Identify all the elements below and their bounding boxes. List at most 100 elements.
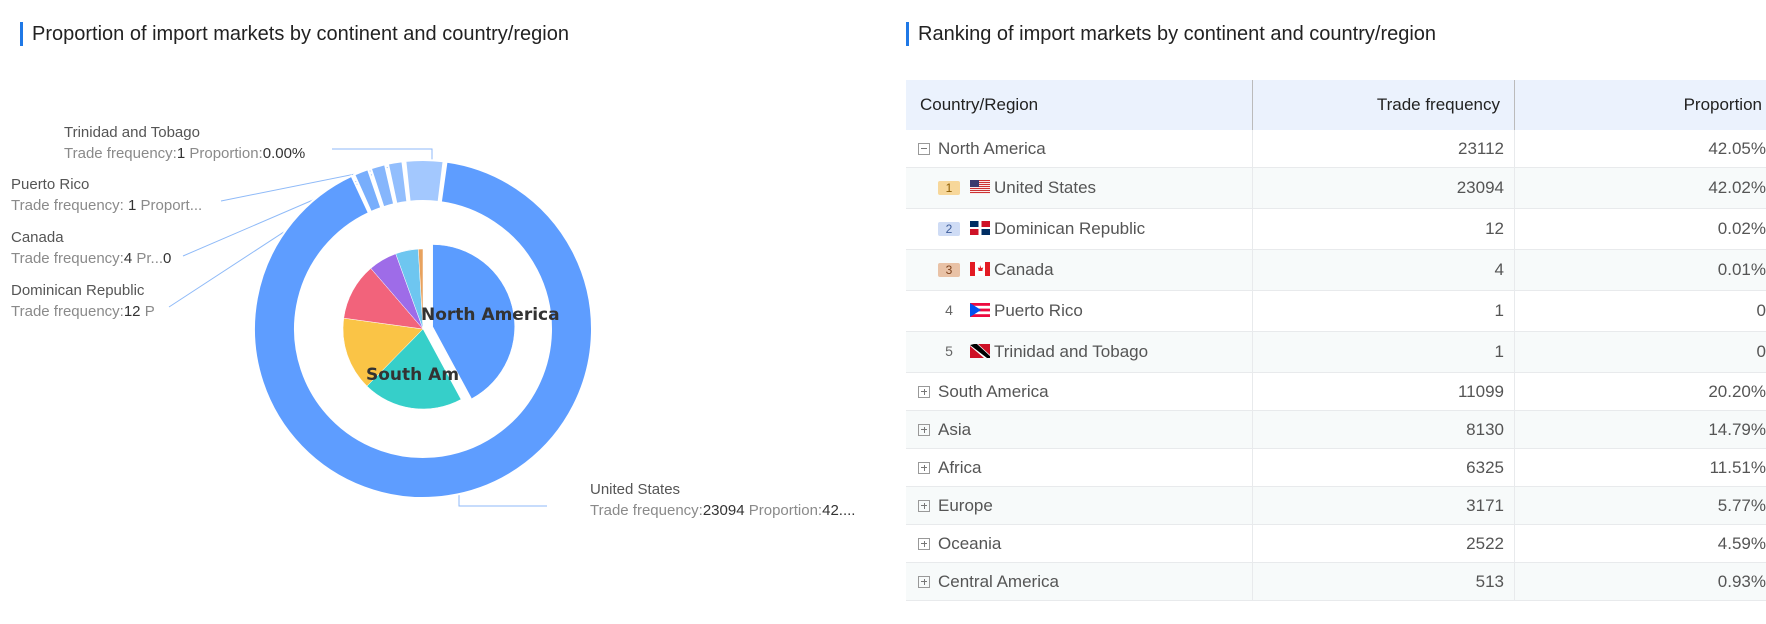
cell-trade-frequency: 23112 bbox=[1252, 130, 1515, 168]
cell-proportion: 5.77% bbox=[1514, 486, 1766, 525]
leader-line-united-states bbox=[458, 495, 547, 507]
ring-label-name: Canada bbox=[11, 229, 64, 246]
continent-row-africa[interactable]: Africa 6325 11.51% bbox=[906, 448, 1766, 487]
ring-label-part: Trade frequency: bbox=[11, 303, 124, 320]
ring-label-part: 1 bbox=[176, 145, 186, 162]
ring-segment-canada[interactable] bbox=[369, 163, 396, 209]
cell-country-region: Central America bbox=[906, 562, 1253, 601]
rank-badge-icon: 1 bbox=[938, 181, 960, 195]
cell-trade-frequency: 2522 bbox=[1252, 524, 1515, 563]
flag-us-icon bbox=[970, 180, 990, 194]
ring-label-detail: Trade frequency:4 Pr...0 bbox=[11, 248, 171, 269]
header-country-region[interactable]: Country/Region bbox=[906, 80, 1253, 130]
ring-label-part: Trade frequency: bbox=[11, 250, 124, 267]
cell-proportion: 4.59% bbox=[1514, 524, 1766, 563]
country-row-canada[interactable]: 3 Canada 4 0.01% bbox=[906, 249, 1766, 291]
rank-badge-icon: 2 bbox=[938, 222, 960, 236]
rank-badge-icon: 5 bbox=[945, 343, 953, 359]
flag-pr-icon bbox=[970, 303, 990, 317]
cell-trade-frequency: 1 bbox=[1252, 331, 1515, 373]
cell-proportion: 0.02% bbox=[1514, 208, 1766, 250]
cell-country-region: 4 Puerto Rico bbox=[906, 290, 1253, 332]
cell-trade-frequency: 12 bbox=[1252, 208, 1515, 250]
continent-name: Africa bbox=[938, 457, 982, 477]
cell-country-region: 5 Trinidad and Tobago bbox=[906, 331, 1253, 373]
continent-row-central-america[interactable]: Central America 513 0.93% bbox=[906, 562, 1766, 601]
continent-row-oceania[interactable]: Oceania 2522 4.59% bbox=[906, 524, 1766, 563]
pie-slice-central-america[interactable] bbox=[418, 248, 424, 330]
continent-row-south-america[interactable]: South America 11099 20.20% bbox=[906, 372, 1766, 411]
cell-proportion: 42.02% bbox=[1514, 167, 1766, 209]
ring-label-part: 1 bbox=[128, 197, 137, 214]
country-row-united-states[interactable]: 1 United States 23094 42.02% bbox=[906, 167, 1766, 209]
cell-proportion: 14.79% bbox=[1514, 410, 1766, 449]
leader-line-trinidad-and-tobago bbox=[332, 148, 433, 163]
expand-toggle-icon[interactable] bbox=[918, 423, 930, 436]
ring-segment-united-states[interactable] bbox=[253, 160, 593, 499]
cell-proportion: 11.51% bbox=[1514, 448, 1766, 487]
cell-country-region: Africa bbox=[906, 448, 1253, 487]
cell-trade-frequency: 11099 bbox=[1252, 372, 1515, 411]
ring-segment-puerto-rico[interactable] bbox=[386, 160, 409, 205]
table-title-text: Ranking of import markets by continent a… bbox=[918, 22, 1437, 45]
ring-label-part: Trade frequency: bbox=[64, 145, 177, 162]
header-proportion[interactable]: Proportion bbox=[1514, 80, 1766, 130]
pie-slice-asia[interactable] bbox=[342, 317, 424, 387]
table-section-title: Ranking of import markets by continent a… bbox=[906, 22, 1436, 46]
collapse-toggle-icon[interactable] bbox=[918, 142, 930, 155]
country-row-dominican-republic[interactable]: 2 Dominican Republic 12 0.02% bbox=[906, 208, 1766, 250]
nested-pie-chart: South Americ bbox=[168, 148, 593, 507]
flag-do-icon bbox=[970, 221, 990, 235]
cell-country-region: Oceania bbox=[906, 524, 1253, 563]
ring-label-part: Proport... bbox=[136, 197, 203, 214]
continent-row-europe[interactable]: Europe 3171 5.77% bbox=[906, 486, 1766, 525]
continent-name: Europe bbox=[938, 495, 993, 515]
country-name: Dominican Republic bbox=[994, 219, 1146, 238]
expand-toggle-icon[interactable] bbox=[918, 499, 930, 512]
ring-label-part: 42.... bbox=[822, 502, 856, 519]
continent-name: Oceania bbox=[938, 533, 1002, 553]
cell-country-region: Europe bbox=[906, 486, 1253, 525]
ring-label-detail: Trade frequency:1 Proportion:0.00% bbox=[64, 143, 305, 164]
country-name: Puerto Rico bbox=[994, 301, 1083, 320]
ring-segment-trinidad-and-tobago[interactable] bbox=[404, 159, 445, 204]
cell-trade-frequency: 1 bbox=[1252, 290, 1515, 332]
expand-toggle-icon[interactable] bbox=[918, 575, 930, 588]
ranking-table: Country/Region Trade frequency Proportio… bbox=[906, 80, 1766, 601]
title-accent-bar bbox=[20, 22, 23, 46]
ring-label-united-states: United States Trade frequency:23094 Propo… bbox=[590, 479, 855, 521]
cell-proportion: 0 bbox=[1514, 331, 1766, 373]
ring-label-part: 4 bbox=[123, 250, 133, 267]
ring-label-canada: Canada Trade frequency:4 Pr...0 bbox=[11, 227, 171, 269]
continent-name: North America bbox=[938, 138, 1046, 158]
cell-country-region: 2 Dominican Republic bbox=[906, 208, 1253, 250]
continent-name: South America bbox=[938, 381, 1049, 401]
rank-badge-icon: 3 bbox=[938, 263, 960, 277]
expand-toggle-icon[interactable] bbox=[918, 385, 930, 398]
ring-label-trinidad-and-tobago: Trinidad and Tobago Trade frequency:1 Pro… bbox=[64, 122, 305, 164]
cell-trade-frequency: 3171 bbox=[1252, 486, 1515, 525]
country-row-trinidad-and-tobago[interactable]: 5 Trinidad and Tobago 1 0 bbox=[906, 331, 1766, 373]
cell-proportion: 42.05% bbox=[1514, 130, 1766, 168]
expand-toggle-icon[interactable] bbox=[918, 461, 930, 474]
continent-row-asia[interactable]: Asia 8130 14.79% bbox=[906, 410, 1766, 449]
pie-title-text: Proportion of import markets by continen… bbox=[32, 22, 569, 45]
header-trade-frequency[interactable]: Trade frequency bbox=[1252, 80, 1515, 130]
country-row-puerto-rico[interactable]: 4 Puerto Rico 1 0 bbox=[906, 290, 1766, 332]
title-accent-bar bbox=[906, 22, 909, 46]
ring-label-part: 0.00% bbox=[262, 145, 306, 162]
cell-proportion: 0 bbox=[1514, 290, 1766, 332]
ring-label-detail: Trade frequency: 1 Proport... bbox=[11, 195, 202, 216]
ring-segment-dominican-republic[interactable] bbox=[352, 167, 383, 214]
country-name: Canada bbox=[994, 260, 1054, 279]
ring-label-part: Pr... bbox=[132, 250, 164, 267]
cell-trade-frequency: 6325 bbox=[1252, 448, 1515, 487]
pie-label-south-america: South Americ bbox=[366, 365, 495, 385]
expand-toggle-icon[interactable] bbox=[918, 537, 930, 550]
continent-row-north-america[interactable]: North America 23112 42.05% bbox=[906, 130, 1766, 168]
cell-proportion: 0.93% bbox=[1514, 562, 1766, 601]
cell-trade-frequency: 8130 bbox=[1252, 410, 1515, 449]
ring-label-part: Trade frequency: bbox=[11, 197, 129, 214]
cell-proportion: 20.20% bbox=[1514, 372, 1766, 411]
cell-country-region: North America bbox=[906, 130, 1253, 168]
